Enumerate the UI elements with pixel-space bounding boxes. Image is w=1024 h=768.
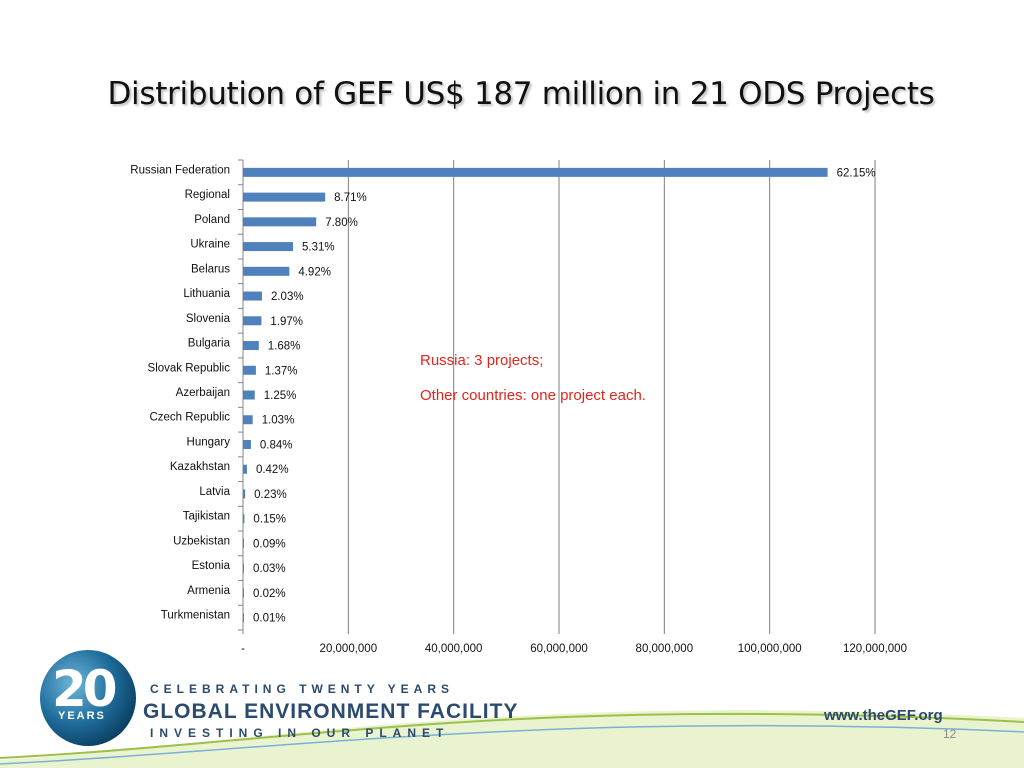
x-tick-label: 20,000,000 (320, 643, 378, 655)
data-label: 0.03% (253, 563, 286, 575)
footer-swoosh (0, 710, 1024, 768)
data-label: 0.42% (256, 464, 289, 476)
x-tick-label: - (241, 643, 245, 655)
data-label: 0.02% (253, 588, 286, 600)
category-label: Uzbekistan (173, 535, 230, 547)
category-label: Regional (185, 189, 230, 201)
category-label: Russian Federation (130, 164, 230, 176)
data-label: 0.09% (253, 538, 286, 550)
x-tick-label: 120,000,000 (843, 643, 907, 655)
data-label: 1.37% (265, 365, 298, 377)
category-label: Poland (194, 214, 230, 226)
data-label: 1.25% (264, 390, 297, 402)
bar (243, 538, 244, 548)
bar (243, 341, 259, 351)
category-label: Hungary (187, 436, 231, 448)
category-label: Slovak Republic (148, 362, 231, 374)
category-label: Slovenia (186, 313, 231, 325)
data-label: 0.23% (254, 489, 287, 501)
celebrating-text: CELEBRATING TWENTY YEARS (150, 682, 455, 696)
data-label: 7.80% (325, 217, 358, 229)
data-label: 0.01% (253, 613, 286, 625)
category-label: Bulgaria (188, 338, 231, 350)
category-label: Czech Republic (149, 412, 230, 424)
note-other-countries: Other countries: one project each. (420, 387, 646, 404)
bar (243, 291, 262, 301)
website-link[interactable]: www.theGEF.org (824, 707, 943, 724)
category-label: Kazakhstan (170, 461, 230, 473)
data-label: 62.15% (837, 167, 876, 179)
organization-name: GLOBAL ENVIRONMENT FACILITY (143, 700, 519, 723)
category-label: Turkmenistan (161, 610, 230, 622)
bar (243, 464, 247, 474)
category-label: Armenia (187, 585, 230, 597)
data-label: 8.71% (334, 192, 367, 204)
data-label: 1.97% (270, 316, 303, 328)
category-label: Estonia (192, 560, 231, 572)
data-label: 2.03% (271, 291, 304, 303)
bar (243, 415, 253, 425)
bar (243, 563, 244, 573)
category-label: Belarus (191, 263, 230, 275)
slide-title: Distribution of GEF US$ 187 million in 2… (107, 76, 935, 112)
bar (243, 390, 255, 400)
bar (243, 439, 251, 449)
page-number: 12 (943, 727, 957, 741)
bar (243, 217, 317, 227)
logo-number: 20 (52, 660, 118, 718)
category-label: Azerbaijan (176, 387, 230, 399)
x-tick-label: 60,000,000 (530, 643, 588, 655)
logo-years: YEARS (58, 710, 106, 722)
data-label: 4.92% (298, 266, 331, 278)
data-label: 1.03% (262, 415, 295, 427)
bar (243, 242, 294, 252)
bar (243, 316, 262, 326)
category-label: Lithuania (183, 288, 230, 300)
bar (243, 514, 245, 524)
bar (243, 588, 244, 598)
x-tick-label: 40,000,000 (425, 643, 483, 655)
category-label: Ukraine (190, 239, 230, 251)
bar (243, 192, 326, 202)
data-label: 5.31% (302, 242, 335, 254)
x-tick-label: 100,000,000 (738, 643, 802, 655)
x-tick-label: 80,000,000 (636, 643, 694, 655)
bar (243, 613, 244, 623)
bar (243, 266, 290, 276)
data-label: 1.68% (268, 341, 301, 353)
tagline: INVESTING IN OUR PLANET (150, 726, 450, 740)
category-label: Tajikistan (183, 511, 230, 523)
note-russia: Russia: 3 projects; (420, 352, 544, 369)
bar (243, 365, 256, 375)
data-label: 0.15% (253, 514, 286, 526)
bar (243, 489, 246, 499)
data-label: 0.84% (260, 439, 293, 451)
gef-globe-logo (40, 650, 136, 746)
bar (243, 167, 828, 177)
category-label: Latvia (199, 486, 230, 498)
